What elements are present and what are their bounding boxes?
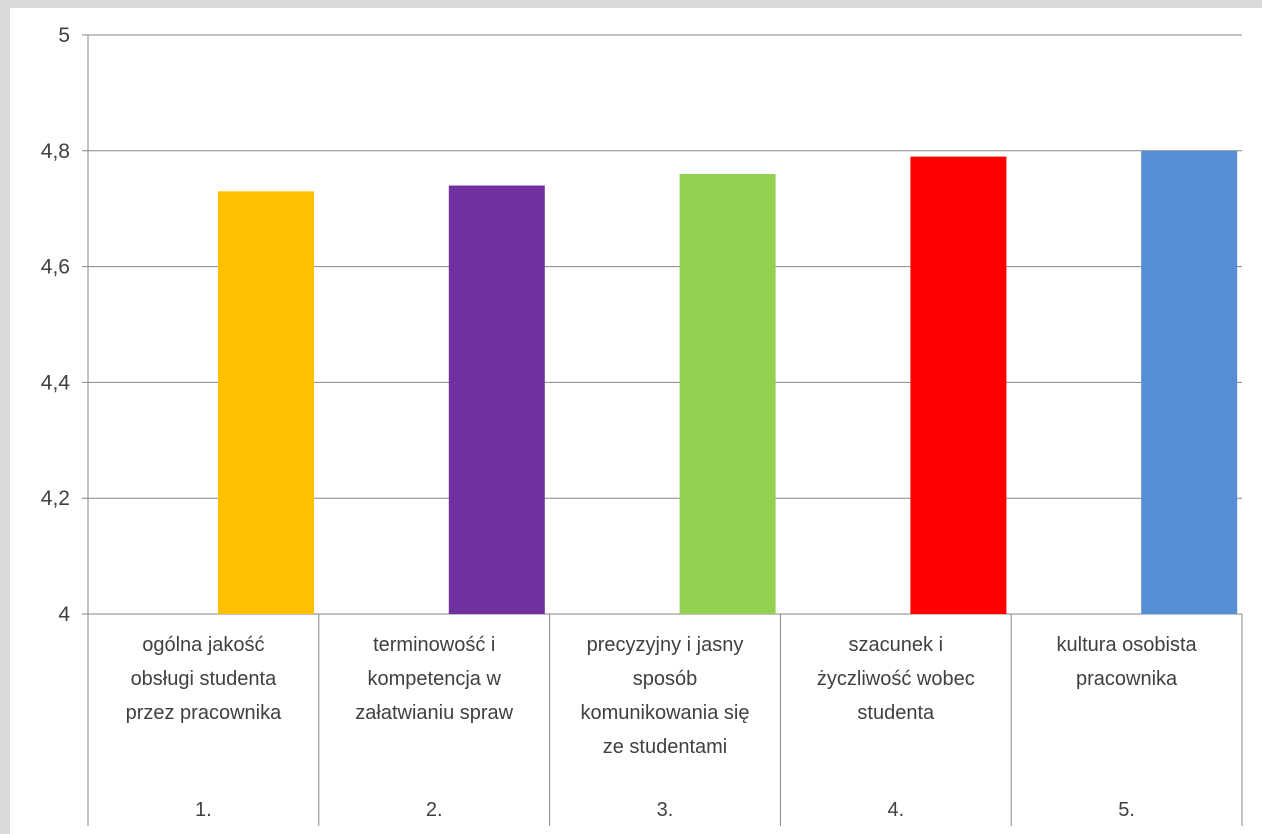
- category-label: kultura osobista: [1057, 634, 1198, 656]
- category-label: załatwianiu spraw: [355, 702, 513, 724]
- category-label: przez pracownika: [126, 702, 283, 724]
- bar: [448, 185, 545, 615]
- category-label: studenta: [857, 702, 935, 724]
- category-number: 2.: [426, 799, 443, 821]
- category-label: kompetencja w: [367, 668, 501, 690]
- bar: [910, 156, 1007, 614]
- category-number: 1.: [195, 799, 212, 821]
- category-number: 4.: [887, 799, 904, 821]
- y-tick-label: 4,8: [41, 140, 70, 163]
- bar: [679, 173, 776, 614]
- category-label: pracownika: [1076, 668, 1178, 690]
- chart-area: 4 4,2 4,4 4,6 4,8 5 ogólna jakość obsługi stude…: [10, 8, 1262, 834]
- bar-chart: 4 4,2 4,4 4,6 4,8 5 ogólna jakość obsługi stude…: [41, 24, 1243, 826]
- y-tick-label: 4: [58, 603, 70, 626]
- category-number: 5.: [1118, 799, 1135, 821]
- bar: [1141, 150, 1238, 615]
- y-tick-label: 4,2: [41, 487, 70, 510]
- category-label: ogólna jakość: [142, 634, 264, 656]
- category-label: obsługi studenta: [131, 668, 278, 690]
- y-tick-label: 5: [58, 24, 70, 47]
- category-label: szacunek i: [849, 634, 944, 656]
- y-tick-label: 4,6: [41, 256, 70, 279]
- category-label: precyzyjny i jasny: [587, 634, 744, 656]
- category-number: 3.: [657, 799, 674, 821]
- category-label: komunikowania się: [581, 702, 750, 724]
- bar: [218, 191, 314, 614]
- category-label: życzliwość wobec: [817, 668, 975, 690]
- y-tick-label: 4,4: [41, 371, 71, 394]
- category-label: terminowość i: [373, 634, 495, 656]
- category-label: sposób: [633, 668, 698, 690]
- category-label: ze studentami: [603, 736, 728, 758]
